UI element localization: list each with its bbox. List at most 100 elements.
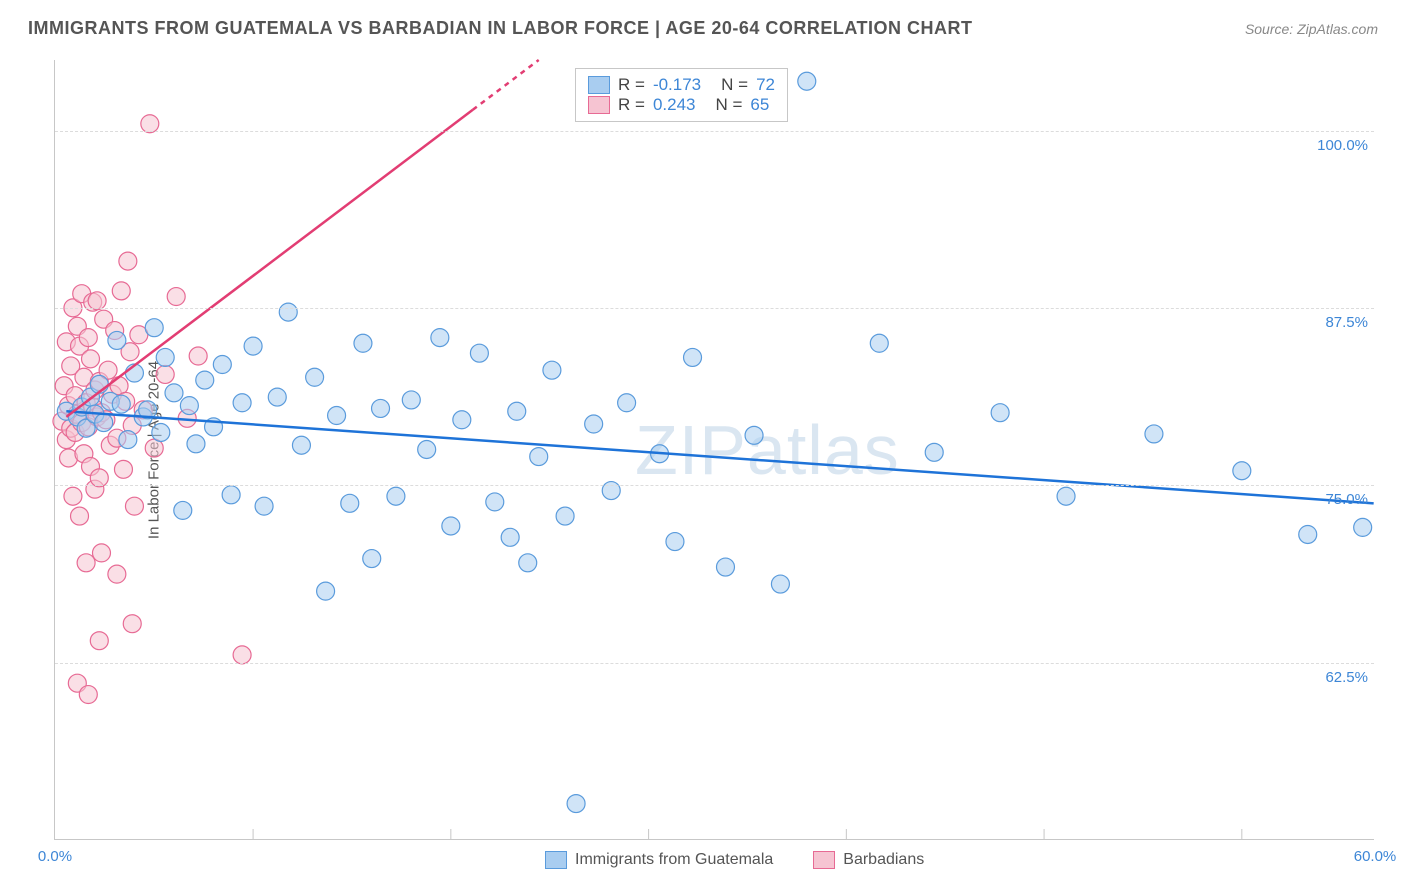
scatter-point: [418, 441, 436, 459]
scatter-point: [174, 501, 192, 519]
scatter-point: [71, 507, 89, 525]
scatter-point: [745, 426, 763, 444]
source-label: Source: ZipAtlas.com: [1245, 21, 1378, 37]
scatter-chart: In Labor Force | Age 20-64 ZIPatlas R = …: [54, 60, 1374, 840]
stat-n-value: 72: [756, 75, 775, 95]
scatter-point: [1233, 462, 1251, 480]
grid-line-h: [55, 485, 1374, 486]
stat-n-label: N =: [721, 75, 748, 95]
scatter-point: [92, 544, 110, 562]
legend-swatch: [813, 851, 835, 869]
scatter-point: [363, 550, 381, 568]
scatter-point: [222, 486, 240, 504]
chart-svg: [55, 60, 1374, 839]
stat-n-label: N =: [715, 95, 742, 115]
scatter-point: [543, 361, 561, 379]
scatter-point: [328, 407, 346, 425]
scatter-point: [79, 686, 97, 704]
scatter-point: [1057, 487, 1075, 505]
scatter-point: [180, 397, 198, 415]
scatter-point: [684, 348, 702, 366]
scatter-point: [114, 460, 132, 478]
scatter-point: [112, 395, 130, 413]
scatter-point: [108, 331, 126, 349]
trend-line-dashed: [473, 60, 539, 110]
scatter-point: [125, 497, 143, 515]
scatter-point: [925, 443, 943, 461]
scatter-point: [167, 288, 185, 306]
scatter-point: [991, 404, 1009, 422]
stat-r-label: R =: [618, 75, 645, 95]
scatter-point: [372, 399, 390, 417]
scatter-point: [119, 252, 137, 270]
scatter-point: [156, 348, 174, 366]
scatter-point: [123, 615, 141, 633]
scatter-point: [64, 487, 82, 505]
scatter-point: [268, 388, 286, 406]
scatter-point: [402, 391, 420, 409]
scatter-point: [145, 319, 163, 337]
grid-line-h: [55, 308, 1374, 309]
scatter-point: [387, 487, 405, 505]
legend-swatch: [588, 96, 610, 114]
x-tick-label: 0.0%: [38, 848, 72, 865]
scatter-point: [119, 431, 137, 449]
scatter-point: [292, 436, 310, 454]
scatter-point: [453, 411, 471, 429]
legend-swatch: [588, 76, 610, 94]
scatter-point: [152, 424, 170, 442]
y-tick-label: 75.0%: [1325, 491, 1368, 508]
scatter-point: [602, 482, 620, 500]
scatter-point: [233, 646, 251, 664]
stat-n-value: 65: [750, 95, 769, 115]
scatter-point: [354, 334, 372, 352]
stat-r-value: 0.243: [653, 95, 696, 115]
scatter-point: [798, 72, 816, 90]
series-legend: Immigrants from Guatemala Barbadians: [545, 851, 924, 869]
scatter-point: [306, 368, 324, 386]
scatter-point: [1299, 525, 1317, 543]
scatter-point: [233, 394, 251, 412]
scatter-point: [341, 494, 359, 512]
y-tick-label: 87.5%: [1325, 314, 1368, 331]
scatter-point: [556, 507, 574, 525]
scatter-point: [666, 533, 684, 551]
scatter-point: [187, 435, 205, 453]
scatter-point: [431, 329, 449, 347]
x-tick-label: 60.0%: [1354, 848, 1397, 865]
series-legend-item: Immigrants from Guatemala: [545, 851, 773, 869]
series-legend-item: Barbadians: [813, 851, 924, 869]
scatter-point: [255, 497, 273, 515]
trend-line: [66, 411, 1373, 503]
scatter-point: [519, 554, 537, 572]
scatter-point: [196, 371, 214, 389]
scatter-point: [771, 575, 789, 593]
stats-legend-row: R = 0.243 N = 65: [588, 95, 775, 115]
scatter-point: [108, 565, 126, 583]
scatter-point: [213, 356, 231, 374]
scatter-point: [470, 344, 488, 362]
scatter-point: [716, 558, 734, 576]
scatter-point: [112, 282, 130, 300]
scatter-point: [618, 394, 636, 412]
scatter-point: [165, 384, 183, 402]
scatter-point: [501, 528, 519, 546]
scatter-point: [567, 795, 585, 813]
scatter-point: [156, 365, 174, 383]
scatter-point: [88, 292, 106, 310]
legend-swatch: [545, 851, 567, 869]
series-legend-label: Immigrants from Guatemala: [575, 851, 773, 869]
scatter-point: [870, 334, 888, 352]
stat-r-label: R =: [618, 95, 645, 115]
stat-r-value: -0.173: [653, 75, 701, 95]
scatter-point: [1145, 425, 1163, 443]
stats-legend-row: R = -0.173 N = 72: [588, 75, 775, 95]
y-tick-label: 100.0%: [1317, 137, 1368, 154]
scatter-point: [279, 303, 297, 321]
scatter-point: [244, 337, 262, 355]
scatter-point: [508, 402, 526, 420]
series-legend-label: Barbadians: [843, 851, 924, 869]
stats-legend: R = -0.173 N = 72 R = 0.243 N = 65: [575, 68, 788, 122]
scatter-point: [95, 414, 113, 432]
scatter-point: [90, 632, 108, 650]
